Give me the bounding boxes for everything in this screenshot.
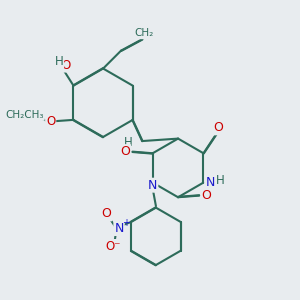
Text: CH₂: CH₂ [134,28,154,38]
Text: H: H [216,175,225,188]
Text: O: O [202,189,211,202]
Text: CH₂CH₃: CH₂CH₃ [5,110,44,120]
Text: O: O [61,58,70,72]
Text: +: + [122,218,130,228]
Text: O: O [46,115,55,128]
Text: N: N [148,179,158,192]
Text: O: O [213,121,223,134]
Text: O: O [120,145,130,158]
Text: N: N [114,222,124,235]
Text: O⁻: O⁻ [105,240,121,253]
Text: H: H [55,55,63,68]
Text: H: H [124,136,132,149]
Text: O: O [102,207,112,220]
Text: N: N [205,176,215,189]
